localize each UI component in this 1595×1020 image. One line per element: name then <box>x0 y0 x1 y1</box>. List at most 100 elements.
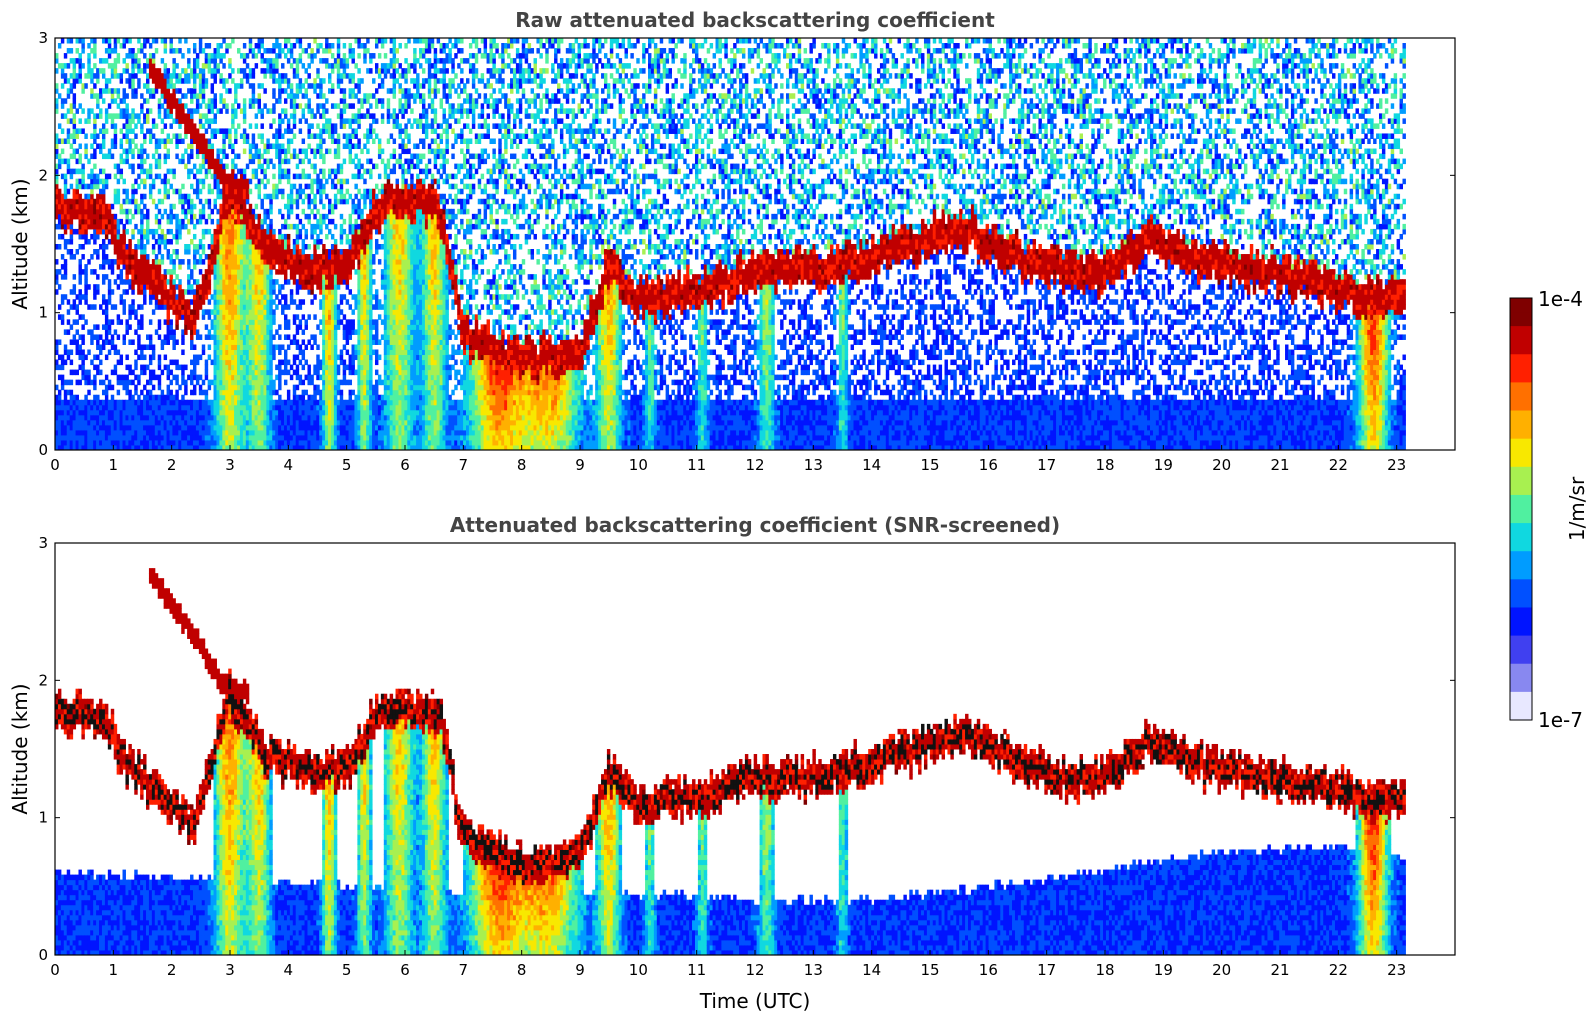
heatmap-cell <box>93 123 96 129</box>
heatmap-cell <box>108 38 111 44</box>
heatmap-cell <box>81 415 84 421</box>
heatmap-cell <box>281 370 284 376</box>
heatmap-cell <box>225 294 228 300</box>
heatmap-cell <box>102 430 105 436</box>
heatmap-cell <box>266 355 269 361</box>
heatmap-cell <box>84 319 87 325</box>
heatmap-cell <box>219 400 222 406</box>
heatmap-cell <box>263 259 266 265</box>
heatmap-cell <box>228 324 231 330</box>
heatmap-cell <box>234 254 237 260</box>
heatmap-cell <box>84 380 87 386</box>
heatmap-cell <box>73 319 76 325</box>
heatmap-cell <box>214 304 217 310</box>
heatmap-cell <box>78 128 81 134</box>
heatmap-cell <box>131 269 134 275</box>
heatmap-cell <box>61 385 64 391</box>
heatmap-cell <box>205 440 208 446</box>
heatmap-cell <box>78 420 81 426</box>
heatmap-cell <box>102 294 105 300</box>
heatmap-cell <box>76 350 79 356</box>
heatmap-cell <box>102 199 105 205</box>
heatmap-cell <box>243 375 246 381</box>
heatmap-cell <box>140 219 143 225</box>
heatmap-cell <box>70 405 73 411</box>
heatmap-cell <box>73 214 76 220</box>
heatmap-cell <box>114 224 117 230</box>
heatmap-cell <box>140 234 143 240</box>
heatmap-cell <box>255 324 258 330</box>
heatmap-cell <box>243 174 246 180</box>
heatmap-cell <box>178 435 181 441</box>
heatmap-cell <box>258 229 261 235</box>
heatmap-cell <box>93 224 96 230</box>
heatmap-cell <box>70 48 73 54</box>
heatmap-cell <box>167 370 170 376</box>
heatmap-cell <box>278 405 281 411</box>
heatmap-cell <box>208 405 211 411</box>
heatmap-cell <box>125 390 128 396</box>
heatmap-cell <box>269 239 272 245</box>
heatmap-cell <box>219 159 222 165</box>
heatmap-cell <box>114 405 117 411</box>
heatmap-cell <box>193 299 196 305</box>
heatmap-cell <box>137 264 140 270</box>
heatmap-cell <box>255 365 258 371</box>
heatmap-cell <box>190 88 193 94</box>
heatmap-cell <box>278 420 281 426</box>
heatmap-cell <box>102 410 105 416</box>
heatmap-cell <box>187 144 190 150</box>
heatmap-cell <box>172 93 175 99</box>
heatmap-cell <box>234 440 237 446</box>
heatmap-cell <box>76 189 79 195</box>
heatmap-cell <box>102 440 105 446</box>
heatmap-cell <box>193 164 196 170</box>
heatmap-cell <box>237 214 240 220</box>
heatmap-cell <box>87 184 90 190</box>
heatmap-cell <box>228 299 231 305</box>
heatmap-cell <box>184 164 187 170</box>
heatmap-cell <box>76 159 79 165</box>
heatmap-cell <box>99 58 102 64</box>
heatmap-cell <box>99 209 102 215</box>
heatmap-cell <box>190 440 193 446</box>
heatmap-cell <box>111 68 114 74</box>
heatmap-cell <box>243 219 246 225</box>
heatmap-cell <box>208 53 211 59</box>
heatmap-cell <box>266 430 269 436</box>
heatmap-cell <box>155 395 158 401</box>
heatmap-cell <box>205 430 208 436</box>
heatmap-cell <box>246 254 249 260</box>
heatmap-cell <box>275 58 278 64</box>
heatmap-cell <box>78 279 81 285</box>
heatmap-cell <box>137 435 140 441</box>
heatmap-cell <box>219 229 222 235</box>
heatmap-cell <box>275 63 278 69</box>
heatmap-cell <box>102 400 105 406</box>
heatmap-cell <box>67 440 70 446</box>
heatmap-cell <box>140 68 143 74</box>
heatmap-cell <box>105 229 108 235</box>
heatmap-cell <box>81 254 84 260</box>
heatmap-cell <box>128 415 131 421</box>
heatmap-cell <box>243 73 246 79</box>
heatmap-cell <box>134 440 137 446</box>
heatmap-cell <box>269 289 272 295</box>
heatmap-cell <box>225 339 228 345</box>
heatmap-cell <box>178 78 181 84</box>
heatmap-cell <box>272 234 275 240</box>
heatmap-cell <box>87 390 90 396</box>
heatmap-cell <box>269 339 272 345</box>
heatmap-cell <box>261 264 264 270</box>
heatmap-cell <box>117 164 120 170</box>
heatmap-cell <box>134 53 137 59</box>
heatmap-cell <box>237 319 240 325</box>
heatmap-cell <box>90 254 93 260</box>
heatmap-cell <box>228 294 231 300</box>
heatmap-cell <box>211 244 214 250</box>
heatmap-cell <box>67 48 70 54</box>
heatmap-cell <box>155 174 158 180</box>
heatmap-cell <box>237 309 240 315</box>
heatmap-cell <box>164 415 167 421</box>
heatmap-cell <box>214 350 217 356</box>
